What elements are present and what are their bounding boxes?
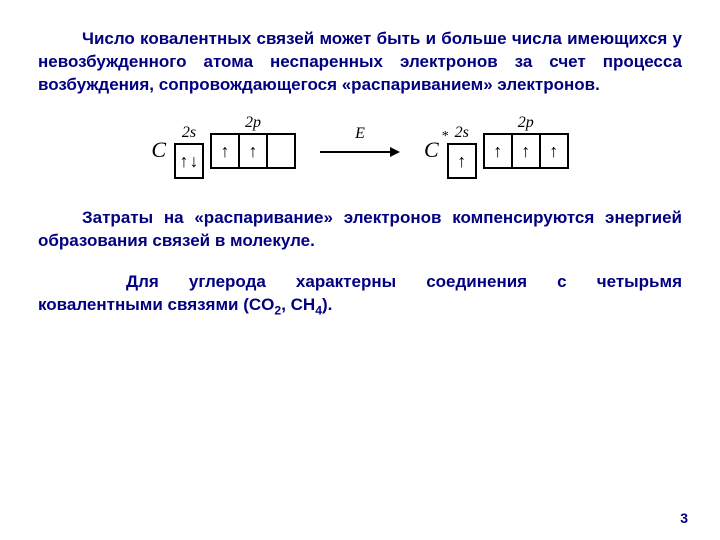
cell-2p-left-2: ↑ — [238, 133, 268, 169]
para3-post: ). — [322, 295, 332, 314]
para3-sub2: 4 — [315, 303, 322, 317]
para2-text: Затраты на «распаривание» электронов ком… — [38, 208, 682, 250]
label-2p-right: 2p — [518, 115, 534, 131]
orbital-2p-left: 2p ↑ ↑ — [210, 115, 296, 169]
orbital-2s-right: 2s ↑ — [447, 125, 477, 179]
orbital-2p-right: 2p ↑ ↑ ↑ — [483, 115, 569, 169]
orbital-diagram: C 2s ↑↓ 2p ↑ ↑ — [38, 115, 682, 169]
cell-2p-right-3: ↑ — [539, 133, 569, 169]
cell-2s-left: ↑↓ — [174, 143, 204, 179]
label-2s-left: 2s — [182, 125, 196, 141]
orbital-2s-left: 2s ↑↓ — [174, 125, 204, 179]
cell-2p-left-1: ↑ — [210, 133, 240, 169]
cell-2p-right-2: ↑ — [511, 133, 541, 169]
transition-label: E — [355, 125, 365, 143]
transition: E — [320, 125, 400, 159]
para3-mid: , CH — [281, 295, 315, 314]
paragraph-3: Для углерода характерны соединения с чет… — [38, 271, 682, 319]
cell-2p-left-3 — [266, 133, 296, 169]
arrow-icon — [320, 145, 400, 159]
paragraph-2: Затраты на «распаривание» электронов ком… — [38, 207, 682, 253]
cell-2p-right-1: ↑ — [483, 133, 513, 169]
atom-label-c-excited: C* — [424, 137, 439, 163]
para1-text: Число ковалентных связей может быть и бо… — [38, 29, 682, 94]
atom-excited: C* 2s ↑ 2p ↑ ↑ ↑ — [424, 115, 569, 169]
paragraph-1: Число ковалентных связей может быть и бо… — [38, 28, 682, 97]
label-2p-left: 2p — [245, 115, 261, 131]
page-number: 3 — [680, 510, 688, 526]
atom-label-c: C — [151, 137, 166, 163]
slide-page: Число ковалентных связей может быть и бо… — [0, 0, 720, 540]
cell-2s-right: ↑ — [447, 143, 477, 179]
para3-pre: Для углерода характерны соединения с чет… — [38, 272, 682, 314]
atom-ground: C 2s ↑↓ 2p ↑ ↑ — [151, 115, 296, 169]
label-2s-right: 2s — [455, 125, 469, 141]
